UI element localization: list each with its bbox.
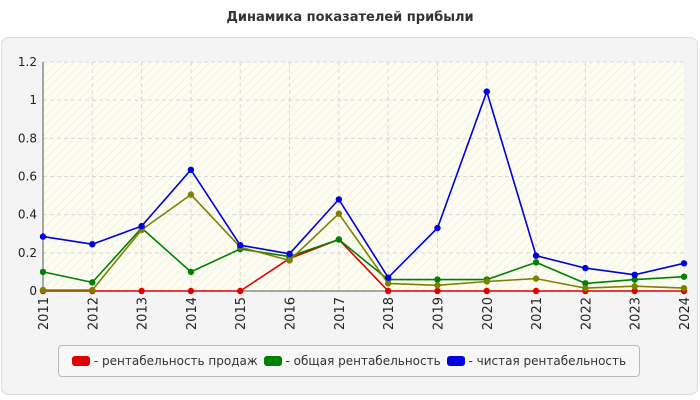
data-point-3 bbox=[237, 242, 244, 249]
chart-title: Динамика показателей прибыли bbox=[226, 10, 474, 25]
data-point-0 bbox=[631, 287, 638, 295]
data-point-2 bbox=[680, 284, 688, 292]
x-tick-label: 2016 bbox=[284, 297, 299, 330]
legend-label: - чистая рентабельность bbox=[468, 354, 627, 368]
data-point-1 bbox=[532, 259, 540, 266]
x-tick-label: 2014 bbox=[185, 297, 200, 330]
series-line-3 bbox=[42, 90, 685, 279]
series-line-1 bbox=[42, 227, 685, 285]
y-tick-label: 0 bbox=[29, 284, 37, 298]
data-point-3 bbox=[631, 271, 638, 278]
data-point-2 bbox=[434, 282, 441, 289]
x-tick-label: 2018 bbox=[382, 297, 397, 330]
data-point-0 bbox=[187, 287, 195, 295]
y-tick-label: 0.4 bbox=[18, 208, 37, 222]
data-point-1 bbox=[335, 236, 343, 243]
x-tick-label: 2015 bbox=[234, 297, 249, 330]
data-point-1 bbox=[89, 279, 96, 286]
legend: - рентабельность продаж - общая рентабел… bbox=[58, 345, 640, 377]
data-point-0 bbox=[483, 287, 490, 295]
legend-swatch-green bbox=[263, 356, 282, 366]
series-line-2 bbox=[43, 193, 685, 291]
data-point-3 bbox=[434, 224, 441, 232]
x-tick-label: 2017 bbox=[333, 297, 348, 330]
data-point-2 bbox=[532, 275, 540, 282]
legend-label: - общая рентабельность bbox=[285, 354, 441, 368]
x-tick-label: 2022 bbox=[579, 297, 594, 330]
data-point-3 bbox=[39, 233, 47, 240]
data-point-3 bbox=[483, 88, 490, 95]
data-point-1 bbox=[631, 276, 638, 283]
legend-item-net[interactable]: - чистая рентабельность bbox=[446, 354, 627, 368]
legend-item-total[interactable]: - общая рентабельность bbox=[263, 354, 441, 368]
data-point-1 bbox=[434, 276, 441, 283]
data-point-1 bbox=[582, 280, 589, 287]
data-point-3 bbox=[89, 241, 96, 248]
series-layer bbox=[39, 88, 688, 295]
x-tick-label: 2012 bbox=[86, 297, 101, 330]
data-point-2 bbox=[286, 257, 293, 264]
data-point-2 bbox=[187, 191, 195, 198]
data-point-1 bbox=[187, 268, 195, 276]
data-point-3 bbox=[680, 260, 688, 267]
x-tick-label: 2021 bbox=[530, 297, 545, 330]
data-point-2 bbox=[582, 284, 589, 292]
y-tick-label: 0.6 bbox=[18, 170, 37, 184]
tick-labels: 0 0.2 0.4 0.6 0.8 1 1.2 2011 2012 2013 2014 2015 201… bbox=[18, 55, 693, 330]
data-point-3 bbox=[286, 250, 293, 257]
x-tick-label: 2024 bbox=[678, 297, 693, 330]
y-tick-label: 1.2 bbox=[18, 55, 37, 69]
data-point-3 bbox=[582, 264, 589, 272]
x-tick-label: 2020 bbox=[481, 297, 496, 330]
series-line-0 bbox=[43, 238, 684, 292]
data-point-3 bbox=[384, 274, 392, 281]
grid-lines bbox=[43, 61, 684, 291]
legend-label: - рентабельность продаж bbox=[93, 354, 258, 368]
legend-swatch-red bbox=[71, 356, 90, 366]
legend-swatch-blue bbox=[446, 356, 465, 366]
x-tick-label: 2023 bbox=[629, 297, 644, 330]
data-point-0 bbox=[434, 287, 441, 295]
data-point-1 bbox=[680, 273, 688, 280]
data-point-0 bbox=[138, 287, 145, 295]
data-point-3 bbox=[138, 222, 145, 230]
data-point-0 bbox=[532, 287, 540, 295]
legend-item-sales[interactable]: - рентабельность продаж bbox=[71, 354, 258, 368]
y-tick-label: 0.8 bbox=[18, 131, 37, 145]
y-tick-label: 1 bbox=[29, 93, 37, 107]
data-point-1 bbox=[39, 268, 47, 276]
y-tick-label: 0.2 bbox=[18, 246, 37, 260]
data-point-2 bbox=[335, 210, 343, 217]
data-point-2 bbox=[39, 286, 47, 294]
data-point-3 bbox=[532, 252, 540, 259]
data-point-2 bbox=[89, 286, 96, 294]
data-point-3 bbox=[187, 166, 195, 174]
data-point-0 bbox=[384, 287, 392, 295]
plot-area bbox=[43, 62, 684, 291]
x-tick-label: 2011 bbox=[37, 297, 52, 330]
x-tick-label: 2013 bbox=[136, 297, 151, 330]
data-point-2 bbox=[483, 278, 490, 285]
data-point-0 bbox=[237, 287, 244, 295]
data-point-3 bbox=[335, 196, 343, 203]
data-point-2 bbox=[384, 280, 392, 287]
data-point-2 bbox=[631, 283, 638, 290]
x-tick-label: 2019 bbox=[431, 297, 446, 330]
